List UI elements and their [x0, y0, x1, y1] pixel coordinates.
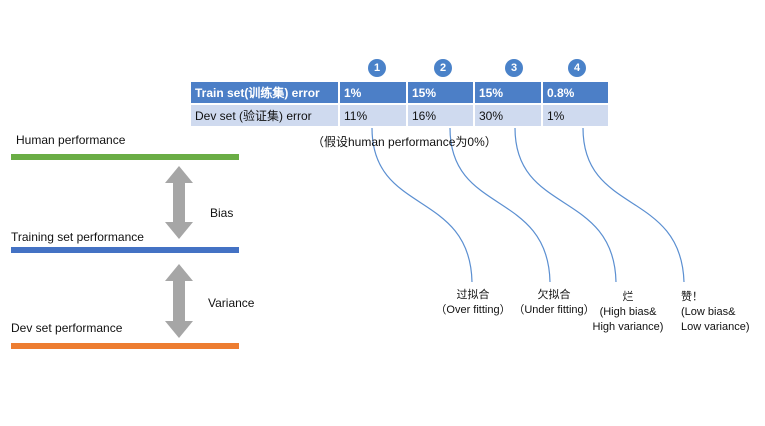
category-high-bias-high-variance: 烂 (High bias& High variance) — [586, 290, 670, 335]
dev-row-label: Dev set (验证集) error — [191, 104, 340, 126]
category-title: 欠拟合 — [537, 289, 571, 301]
human-performance-label: Human performance — [16, 133, 126, 147]
connector-line-4 — [582, 127, 685, 283]
dev-error-cell: 30% — [474, 104, 543, 126]
dev-error-cell: 11% — [339, 104, 408, 126]
train-error-cell: 1% — [339, 82, 408, 105]
error-table: Train set(训练集) error 1% 15% 15% 0.8% Dev… — [191, 82, 608, 126]
category-low-bias-low-variance: 赞！ (Low bias& Low variance) — [681, 290, 763, 335]
train-error-cell: 15% — [474, 82, 543, 105]
variance-arrow-icon — [165, 264, 193, 338]
dev-error-cell: 16% — [407, 104, 475, 126]
category-subtitle: Low variance) — [681, 321, 750, 333]
column-badge-1: 1 — [368, 59, 386, 77]
dev-error-cell: 1% — [542, 104, 608, 126]
category-overfitting: 过拟合 （Over fitting） — [418, 288, 528, 318]
bias-label: Bias — [210, 206, 234, 220]
category-subtitle: （Under fitting） — [513, 304, 595, 316]
train-error-row: Train set(训练集) error 1% 15% 15% 0.8% — [191, 82, 608, 105]
category-title: 赞！ — [681, 291, 703, 303]
connector-line-3 — [514, 127, 617, 283]
category-title: 过拟合 — [456, 289, 490, 301]
human-performance-bar — [11, 154, 239, 160]
assumption-note: （假设human performance为0%） — [312, 135, 497, 149]
train-error-cell: 15% — [407, 82, 475, 105]
dev-performance-bar — [11, 343, 239, 349]
dev-performance-label: Dev set performance — [11, 321, 123, 335]
connector-line-1 — [371, 127, 473, 283]
category-subtitle: (Low bias& — [681, 306, 736, 318]
dev-error-row: Dev set (验证集) error 11% 16% 30% 1% — [191, 104, 608, 126]
variance-label: Variance — [208, 296, 255, 310]
train-row-label: Train set(训练集) error — [191, 82, 340, 105]
connector-line-2 — [449, 127, 551, 283]
train-error-cell: 0.8% — [542, 82, 608, 105]
category-subtitle: （Over fitting） — [435, 304, 511, 316]
category-title: 烂 — [622, 291, 634, 303]
column-badge-2: 2 — [434, 59, 452, 77]
column-badge-4: 4 — [568, 59, 586, 77]
column-badge-3: 3 — [505, 59, 523, 77]
training-performance-label: Training set performance — [11, 230, 144, 244]
training-performance-bar — [11, 247, 239, 253]
bias-arrow-icon — [165, 166, 193, 239]
category-underfitting: 欠拟合 （Under fitting） — [499, 288, 609, 318]
category-subtitle: High variance) — [592, 321, 664, 333]
category-subtitle: (High bias& — [599, 306, 657, 318]
